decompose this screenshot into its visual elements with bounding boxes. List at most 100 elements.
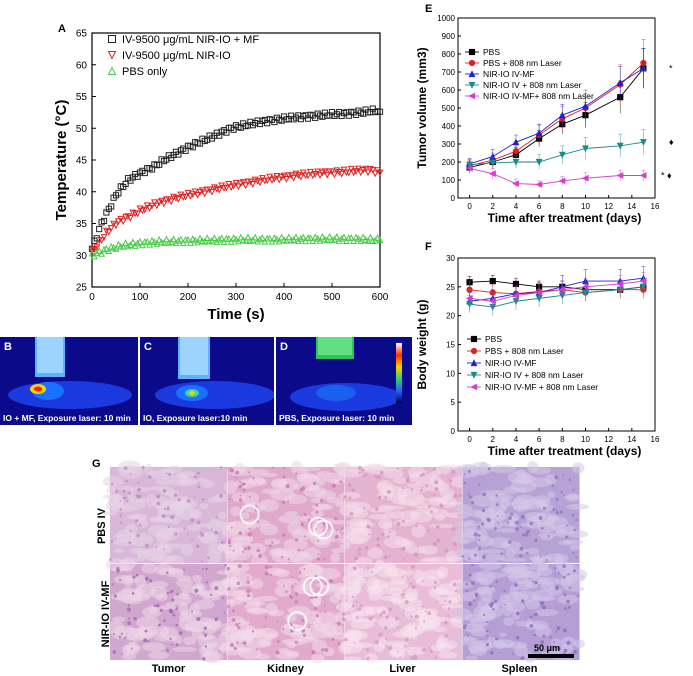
data-point-a [105,247,113,255]
y-tick-label-a: 65 [76,29,88,40]
nucleus [206,556,210,559]
tissue-blob [364,653,378,664]
nucleus [452,582,457,587]
nucleus [534,580,538,585]
data-point-a [186,239,194,246]
y-tick-label-f: 30 [446,254,455,263]
legend-label-a: IV-9500 μg/mL NIR-IO [122,50,231,62]
tissue-blob [310,497,324,503]
tissue-blob [122,566,133,572]
legend-marker-e [468,59,476,67]
nucleus [287,558,290,561]
nucleus [227,604,231,608]
nucleus [433,493,436,497]
nucleus [366,648,369,651]
nucleus [566,599,570,604]
tissue-blob [339,582,362,596]
tissue-blob [350,536,369,545]
nucleus [563,593,567,597]
nucleus [127,617,131,620]
nucleus [358,466,362,470]
data-point-a [273,235,281,243]
data-point-e [535,158,543,166]
data-point-a [134,210,142,218]
y-tick-label-a: 30 [76,251,88,262]
nucleus [111,583,114,586]
data-point-a [234,183,242,191]
nucleus [563,576,566,579]
tissue-blob [493,639,515,649]
nucleus [467,469,471,473]
nucleus [514,527,520,532]
data-point-a [318,232,326,240]
nucleus [247,546,251,550]
data-point-a [335,236,343,244]
nucleus [514,583,518,587]
data-point-a [129,238,137,246]
data-point-a [194,191,202,199]
nucleus [364,546,369,550]
tissue-blob [153,564,175,576]
data-point-a [227,237,235,245]
tissue-blob [569,544,580,551]
nucleus [358,471,362,474]
nucleus [364,473,368,477]
nucleus [421,472,425,476]
nucleus [447,614,450,617]
nucleus [432,541,437,546]
nucleus [334,517,338,521]
nucleus [141,465,145,469]
nucleus [238,531,243,536]
nucleus [453,542,457,546]
nucleus [560,491,564,494]
nucleus [281,555,284,559]
nucleus [129,529,132,533]
tissue-blob [276,578,300,588]
nucleus [355,616,359,619]
nucleus [386,535,390,539]
nucleus [554,567,557,570]
nucleus [229,544,232,548]
data-point-a [266,234,274,242]
data-point-a [338,234,346,242]
tissue-blob [439,488,455,498]
data-point-a [256,235,264,243]
nucleus [281,533,286,538]
nucleus [126,500,129,503]
nucleus [126,607,131,612]
scale-bar: 50 μm [528,643,576,658]
nucleus [434,487,439,492]
tissue-blob [495,509,506,523]
panel-letter-b: B [4,341,12,353]
nucleus [414,627,418,630]
nucleus [467,634,469,637]
nucleus [383,555,388,560]
nucleus [542,507,546,510]
nucleus [123,466,128,470]
nucleus [433,586,437,590]
nucleus [495,494,498,497]
nucleus [323,604,326,607]
tissue-blob [467,509,487,518]
nucleus [294,582,297,585]
data-point-a [148,202,156,210]
tissue-blob [484,572,507,579]
nucleus [294,592,299,596]
tissue-blob [490,464,517,474]
nucleus [197,485,201,489]
nucleus [190,518,195,522]
nucleus [534,538,538,543]
data-point-a [119,242,127,250]
nucleus [236,581,241,586]
x-tick-label-e: 8 [560,202,565,211]
legend-f: PBS PBS + 808 nm Laser NIR-IO IV-MF NIR-IO … [467,334,598,392]
tissue-blob [344,629,363,641]
nucleus [156,494,161,499]
nucleus [347,518,350,521]
data-point-a [129,209,137,217]
nucleus [294,538,299,542]
tissue-blob [533,609,559,617]
data-point-e [512,138,520,146]
tissue-blob [376,480,394,493]
nucleus [379,613,383,617]
